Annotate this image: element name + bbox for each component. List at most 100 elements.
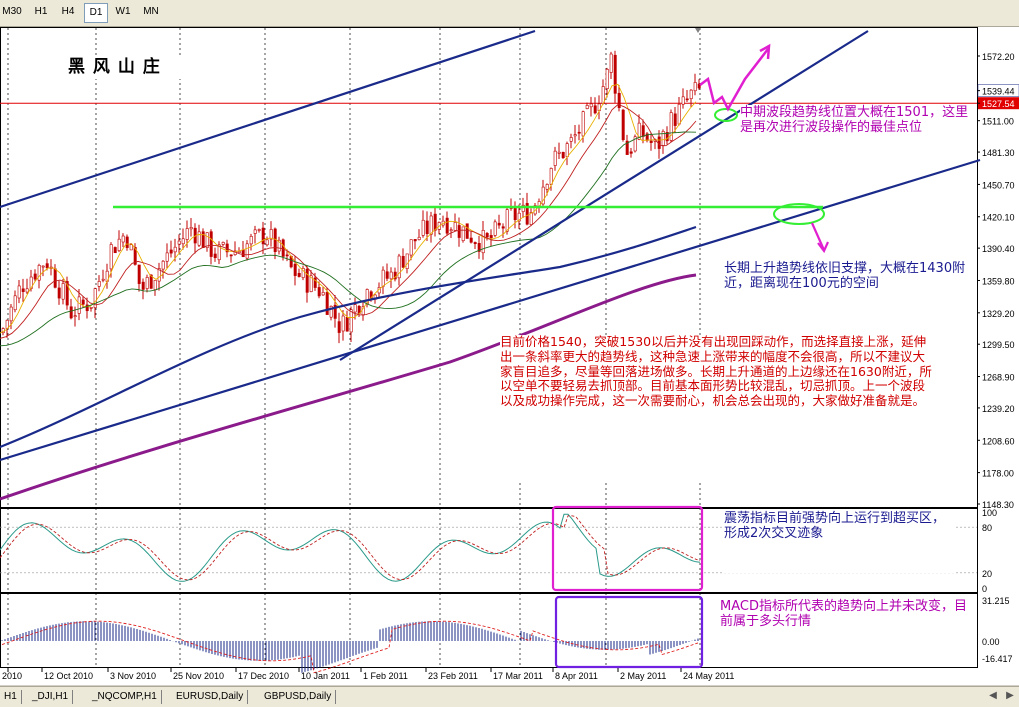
candle-body — [185, 228, 189, 240]
candle-body — [489, 235, 493, 239]
price-tick-label: 1450.70 — [982, 180, 1015, 190]
timeframe-button-w1[interactable]: W1 — [115, 6, 131, 17]
candle-body — [449, 229, 453, 232]
candle-body — [589, 103, 593, 108]
candle-body — [465, 223, 469, 239]
scroll-right-icon[interactable]: ▶ — [1006, 690, 1014, 701]
long-trend-note: 长期上升趋势线依旧支撑，大概在1430附近，距离现在100元的空间 — [724, 261, 972, 297]
candle-body — [89, 307, 93, 309]
candle-body — [657, 136, 661, 149]
price-tick-label: 1148.30 — [982, 500, 1014, 510]
chart-tab[interactable]: _DJI,H1 — [28, 690, 74, 704]
candle-body — [337, 321, 341, 333]
price-tick-label: 1359.80 — [982, 276, 1015, 286]
date-tick-label: 17 Dec 2010 — [238, 671, 289, 681]
scroll-left-icon[interactable]: ◀ — [989, 690, 997, 701]
ma-blue-line — [0, 225, 697, 449]
candle-body — [569, 137, 573, 142]
candle-body — [617, 92, 621, 108]
chart-tab[interactable]: H1 — [0, 690, 22, 704]
date-tick-label: 10 Jan 2011 — [301, 671, 350, 681]
chart-tab[interactable]: _NQCOMP,H1 — [88, 690, 162, 704]
price-tick-label: 1268.90 — [982, 373, 1015, 383]
candle-body — [217, 244, 221, 261]
candle-body — [577, 131, 581, 134]
candle-body — [541, 186, 545, 205]
candle-body — [477, 243, 481, 252]
date-tick-label: 12 Oct 2010 — [44, 671, 93, 681]
candle-body — [9, 306, 13, 322]
timeframe-button-m30[interactable]: M30 — [2, 6, 22, 17]
price-chart[interactable]: 1572.20 1539.44 1527.54 1511.00 1481.30 1450.… — [0, 27, 1019, 685]
main-analysis-note: 目前价格1540，突破1530以后并没有出现回踩动作，而选择直接上涨，延伸出一条… — [500, 334, 936, 483]
price-tick-label: 1420.10 — [982, 213, 1015, 223]
price-tick-label: 1299.50 — [982, 340, 1015, 350]
date-tick-label: 24 May 2011 — [683, 671, 734, 681]
candle-body — [341, 315, 345, 332]
support-ellipse — [773, 203, 825, 225]
long-trend-text: 长期上升趋势线依旧支撑，大概在1430附近，距离现在100元的空间 — [724, 261, 966, 291]
macd-tick-label: -16.417 — [982, 654, 1013, 664]
price-tick-label: 1527.54 — [982, 99, 1015, 109]
candle-body — [333, 304, 337, 319]
candle-body — [405, 253, 409, 269]
candle-body — [13, 295, 17, 311]
stoch-tick-label: 20 — [982, 569, 992, 579]
candle-body — [697, 83, 701, 89]
candle-body — [197, 231, 201, 246]
candle-body — [205, 232, 209, 248]
candle-body — [297, 273, 301, 277]
timeframe-toolbar: M30 H1 H4 D1 W1 MN — [0, 0, 1019, 27]
candle-body — [613, 54, 617, 94]
candle-body — [117, 238, 121, 251]
candle-body — [65, 281, 69, 306]
candle-body — [457, 225, 461, 238]
watermark-text: 黑 风 山 庄 — [68, 57, 161, 77]
chart-tab[interactable]: GBPUSD,Daily — [260, 690, 337, 704]
candle-body — [573, 134, 577, 137]
candle-body — [221, 242, 225, 245]
macd-panel-frame — [0, 593, 978, 668]
candle-body — [293, 263, 297, 276]
candle-body — [641, 125, 645, 137]
candle-body — [301, 268, 305, 278]
stoch-text: 震荡指标目前强势向上运行到超买区，形成2次交叉迹象 — [724, 511, 946, 541]
candle-body — [45, 263, 49, 269]
candle-body — [605, 69, 609, 89]
candle-body — [693, 82, 697, 92]
main-analysis-text: 目前价格1540，突破1530以后并没有出现回踩动作，而选择直接上涨，延伸出一条… — [500, 334, 932, 409]
candle-body — [545, 184, 549, 190]
candle-body — [125, 236, 129, 248]
candle-body — [665, 132, 669, 142]
candle-body — [561, 152, 565, 159]
candle-body — [73, 315, 77, 317]
stoch-signal-line — [0, 515, 701, 581]
candle-body — [409, 239, 413, 256]
candle-body — [345, 316, 349, 332]
candle-body — [53, 268, 57, 288]
candle-body — [209, 231, 213, 257]
candle-body — [41, 265, 45, 268]
candle-body — [277, 239, 281, 252]
price-tick-label: 1329.20 — [982, 309, 1015, 319]
stoch-tick-label: 80 — [982, 523, 992, 533]
ma-long-purple-line — [0, 273, 697, 501]
date-tick-label: 8 Apr 2011 — [555, 671, 598, 681]
candle-body — [85, 304, 89, 312]
timeframe-button-mn[interactable]: MN — [143, 6, 159, 17]
timeframe-button-h4[interactable]: H4 — [61, 6, 75, 17]
trend-touch-ellipse — [714, 108, 738, 122]
mid-trend-text: 中期波段趋势线位置大概在1501，这里是再次进行波段操作的最佳点位 — [740, 105, 969, 135]
candle-body — [501, 226, 505, 229]
candle-body — [521, 204, 525, 212]
candle-body — [565, 143, 569, 158]
candle-body — [133, 247, 137, 265]
timeframe-button-d1[interactable]: D1 — [84, 3, 108, 23]
timeframe-button-h1[interactable]: H1 — [34, 6, 48, 17]
candle-body — [109, 244, 113, 270]
candle-body — [317, 287, 321, 297]
candle-body — [249, 236, 253, 245]
candle-body — [273, 228, 277, 252]
chart-tab[interactable]: EURUSD,Daily — [172, 690, 249, 704]
candle-body — [421, 219, 425, 236]
